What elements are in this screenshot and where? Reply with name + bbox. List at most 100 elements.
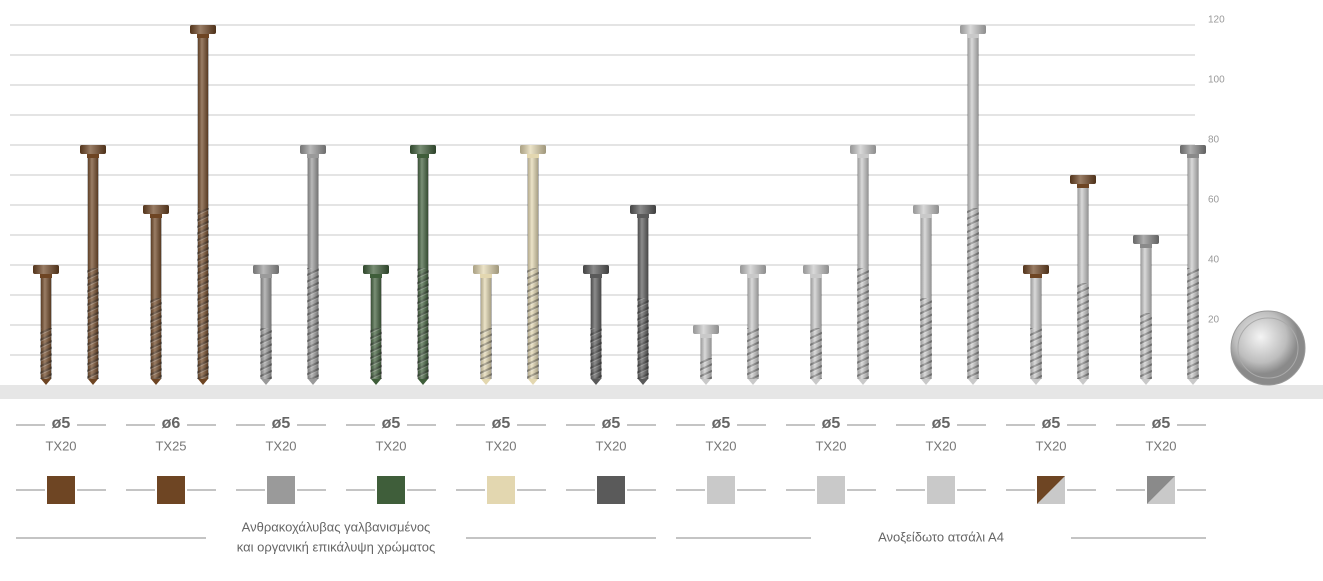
- screw-shade: [920, 217, 932, 379]
- screw-shade: [1077, 187, 1089, 379]
- drive-label: TX20: [45, 438, 76, 453]
- screw-neck: [920, 213, 932, 218]
- coin: [1230, 310, 1306, 386]
- color-swatch: [1037, 476, 1065, 504]
- screw-neck: [1030, 273, 1042, 278]
- screw-neck: [637, 213, 649, 218]
- screw-neck: [590, 273, 602, 278]
- screw-tip: [591, 379, 601, 385]
- material-label: και οργανική επικάλυψη χρώματος: [237, 539, 435, 554]
- screw-head-shade: [583, 265, 609, 274]
- y-tick-label: 120: [1208, 15, 1225, 26]
- screw-neck: [747, 273, 759, 278]
- y-tick-label: 60: [1208, 195, 1220, 206]
- screw-neck: [1140, 243, 1152, 248]
- screw-head-shade: [473, 265, 499, 274]
- drive-label: TX20: [265, 438, 296, 453]
- screw-head-shade: [740, 265, 766, 274]
- diameter-label: ø6: [162, 415, 181, 432]
- drive-label: TX25: [155, 438, 186, 453]
- screw-shade: [1030, 277, 1042, 379]
- screw-tip: [1188, 379, 1198, 385]
- diameter-label: ø5: [932, 415, 951, 432]
- screw-tip: [528, 379, 538, 385]
- y-tick-label: 80: [1208, 135, 1220, 146]
- screw-shade: [637, 217, 649, 379]
- screw-neck: [480, 273, 492, 278]
- screw: [1133, 235, 1159, 385]
- screw-neck: [1187, 153, 1199, 158]
- drive-label: TX20: [595, 438, 626, 453]
- diameter-label: ø5: [492, 415, 511, 432]
- screw-neck: [1077, 183, 1089, 188]
- diameter-label: ø5: [382, 415, 401, 432]
- screw-tip: [748, 379, 758, 385]
- screw: [630, 205, 656, 385]
- diameter-label: ø5: [1042, 415, 1061, 432]
- screw-head-shade: [190, 25, 216, 34]
- products: [33, 25, 1206, 385]
- screw: [740, 265, 766, 385]
- diameter-label: ø5: [602, 415, 621, 432]
- screw-neck: [527, 153, 539, 158]
- screw-shade: [590, 277, 602, 379]
- color-swatch: [487, 476, 515, 504]
- screw-shade: [1140, 247, 1152, 379]
- screw-head-shade: [410, 145, 436, 154]
- screw: [1070, 175, 1096, 385]
- screw-shade: [417, 157, 429, 379]
- screw-head-shade: [1023, 265, 1049, 274]
- screw-tip: [921, 379, 931, 385]
- screw-neck: [260, 273, 272, 278]
- screw-tip: [371, 379, 381, 385]
- screw-shade: [810, 277, 822, 379]
- color-swatch: [597, 476, 625, 504]
- screw-tip: [261, 379, 271, 385]
- material-label: Ανοξείδωτο ατσάλι Α4: [878, 529, 1004, 544]
- color-swatch: [47, 476, 75, 504]
- screw-shade: [480, 277, 492, 379]
- floor: [0, 385, 1323, 399]
- screw: [363, 265, 389, 385]
- screw-head-shade: [1070, 175, 1096, 184]
- screw-tip: [198, 379, 208, 385]
- screw: [960, 25, 986, 385]
- screw-head-shade: [33, 265, 59, 274]
- material-label: Ανθρακοχάλυβας γαλβανισμένος: [242, 519, 431, 534]
- screw: [253, 265, 279, 385]
- screw-head-shade: [1180, 145, 1206, 154]
- screw-head-shade: [253, 265, 279, 274]
- screw-shade: [197, 37, 209, 379]
- screw-shade: [1187, 157, 1199, 379]
- drive-label: TX20: [1145, 438, 1176, 453]
- diameter-label: ø5: [1152, 415, 1171, 432]
- screw-tip: [701, 379, 711, 385]
- diameter-label: ø5: [822, 415, 841, 432]
- screw: [583, 265, 609, 385]
- screw-tip: [858, 379, 868, 385]
- screw-shade: [307, 157, 319, 379]
- screw-head-shade: [693, 325, 719, 334]
- screw-shade: [260, 277, 272, 379]
- color-swatch: [267, 476, 295, 504]
- screw-neck: [40, 273, 52, 278]
- screw: [693, 325, 719, 385]
- screw: [190, 25, 216, 385]
- screw-tip: [88, 379, 98, 385]
- screw-neck: [857, 153, 869, 158]
- diameter-label: ø5: [52, 415, 71, 432]
- screw-shade: [967, 37, 979, 379]
- screw: [1023, 265, 1049, 385]
- y-tick-label: 20: [1208, 315, 1220, 326]
- screw: [300, 145, 326, 385]
- screw-shade: [150, 217, 162, 379]
- screw: [913, 205, 939, 385]
- screw-head-shade: [913, 205, 939, 214]
- screw-neck: [87, 153, 99, 158]
- screw-shade: [747, 277, 759, 379]
- screw-tip: [638, 379, 648, 385]
- screw-neck: [150, 213, 162, 218]
- screw-head-shade: [300, 145, 326, 154]
- y-tick-label: 100: [1208, 75, 1225, 86]
